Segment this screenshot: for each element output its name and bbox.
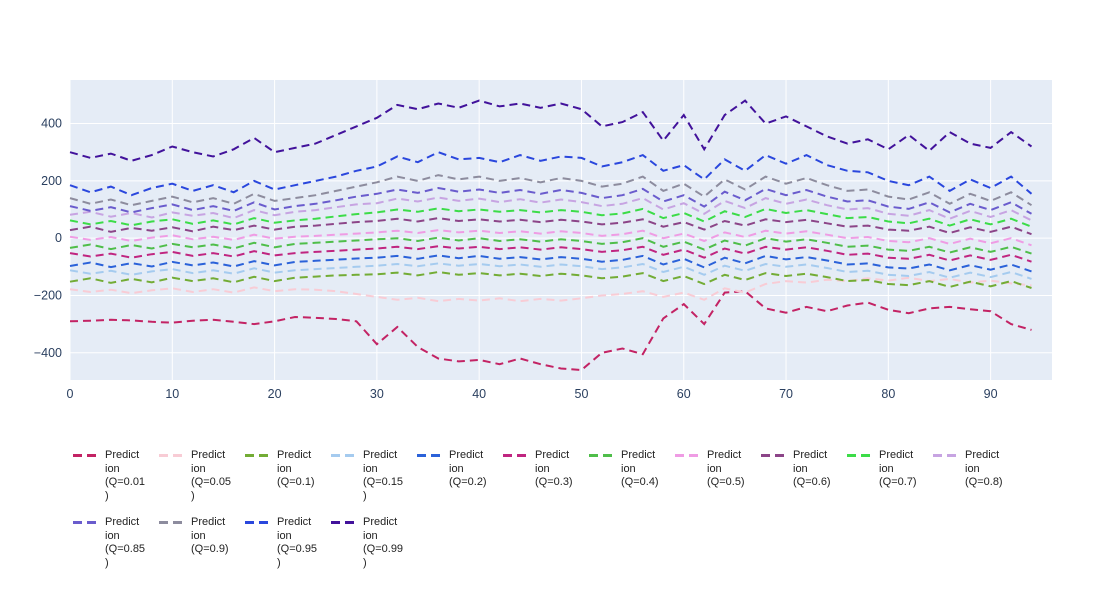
series-line [69,290,1032,372]
x-tick-label: 90 [984,387,998,401]
legend-label: Predict ion (Q=0.4) [621,449,659,488]
y-tick-label: −200 [34,288,62,302]
series-line [69,217,1032,236]
legend-dash-swatch [589,454,614,457]
series-line [69,276,1032,303]
legend-dash-swatch [331,454,356,457]
legend-label: Predict ion (Q=0.85 ) [105,516,146,569]
legend-label: Predict ion (Q=0.6) [793,449,831,488]
legend-label: Predict ion (Q=0.15 ) [363,449,404,502]
legend-dash-swatch [675,454,700,457]
y-tick-label: 200 [41,174,62,188]
legend: Predict ion (Q=0.01 ) Predict ion (Q=0.05… [73,449,1033,570]
legend-label: Predict ion (Q=0.9) [191,516,229,555]
series-line [69,236,1032,255]
series-line [69,245,1032,263]
x-tick-label: 30 [370,387,384,401]
series-line [69,262,1032,280]
y-tick-label: 400 [41,117,62,131]
legend-item[interactable]: Predict ion (Q=0.7) [847,449,933,503]
plot-area[interactable]: −400 −200 0 200 400 0 10 20 30 40 50 60 70 80 90 [0,0,1102,435]
legend-item[interactable]: Predict ion (Q=0.9) [159,516,245,570]
legend-label: Predict ion (Q=0.3) [535,449,573,488]
legend-item[interactable]: Predict ion (Q=0.2) [417,449,503,503]
legend-item[interactable]: Predict ion (Q=0.05 ) [159,449,245,503]
legend-item[interactable]: Predict ion (Q=0.6) [761,449,847,503]
quantile-prediction-chart[interactable]: −400 −200 0 200 400 0 10 20 30 40 50 60 70 80 90 [0,0,1102,435]
legend-label: Predict ion (Q=0.05 ) [191,449,232,502]
x-tick-label: 40 [472,387,486,401]
legend-dash-swatch [761,454,786,457]
legend-label: Predict ion (Q=0.5) [707,449,745,488]
legend-dash-swatch [847,454,872,457]
y-tick-label: −400 [34,346,62,360]
legend-dash-swatch [159,521,184,524]
legend-dash-swatch [245,521,270,524]
legend-item[interactable]: Predict ion (Q=0.01 ) [73,449,159,503]
legend-dash-swatch [417,454,442,457]
legend-dash-swatch [73,521,98,524]
legend-item[interactable]: Predict ion (Q=0.3) [503,449,589,503]
x-tick-label: 0 [67,387,74,401]
legend-dash-swatch [245,454,270,457]
series-line [69,196,1032,222]
legend-item[interactable]: Predict ion (Q=0.85 ) [73,516,159,570]
legend-label: Predict ion (Q=0.8) [965,449,1003,488]
legend-label: Predict ion (Q=0.7) [879,449,917,488]
legend-label: Predict ion (Q=0.99 ) [363,516,404,569]
legend-dash-swatch [331,521,356,524]
series-line [69,186,1032,215]
legend-item[interactable]: Predict ion (Q=0.5) [675,449,761,503]
legend-dash-swatch [503,454,528,457]
series-line [69,99,1033,162]
legend-label: Predict ion (Q=0.1) [277,449,315,488]
legend-label: Predict ion (Q=0.95 ) [277,516,318,569]
x-tick-label: 50 [575,387,589,401]
legend-item[interactable]: Predict ion (Q=0.8) [933,449,1019,503]
series-line [69,174,1033,207]
series-line [69,207,1032,228]
series-line [69,151,1033,197]
series-line [69,270,1032,289]
legend-dash-swatch [73,454,98,457]
legend-item[interactable]: Predict ion (Q=0.15 ) [331,449,417,503]
legend-item[interactable]: Predict ion (Q=0.99 ) [331,516,417,570]
series-line [69,229,1032,247]
series-line [69,254,1032,273]
y-tick-label: 0 [55,231,62,245]
legend-dash-swatch [933,454,958,457]
legend-label: Predict ion (Q=0.2) [449,449,487,488]
x-tick-label: 10 [165,387,179,401]
legend-item[interactable]: Predict ion (Q=0.95 ) [245,516,331,570]
legend-item[interactable]: Predict ion (Q=0.1) [245,449,331,503]
x-tick-label: 70 [779,387,793,401]
legend-label: Predict ion (Q=0.01 ) [105,449,146,502]
x-tick-label: 20 [268,387,282,401]
x-tick-label: 80 [881,387,895,401]
x-tick-label: 60 [677,387,691,401]
legend-dash-swatch [159,454,184,457]
legend-item[interactable]: Predict ion (Q=0.4) [589,449,675,503]
